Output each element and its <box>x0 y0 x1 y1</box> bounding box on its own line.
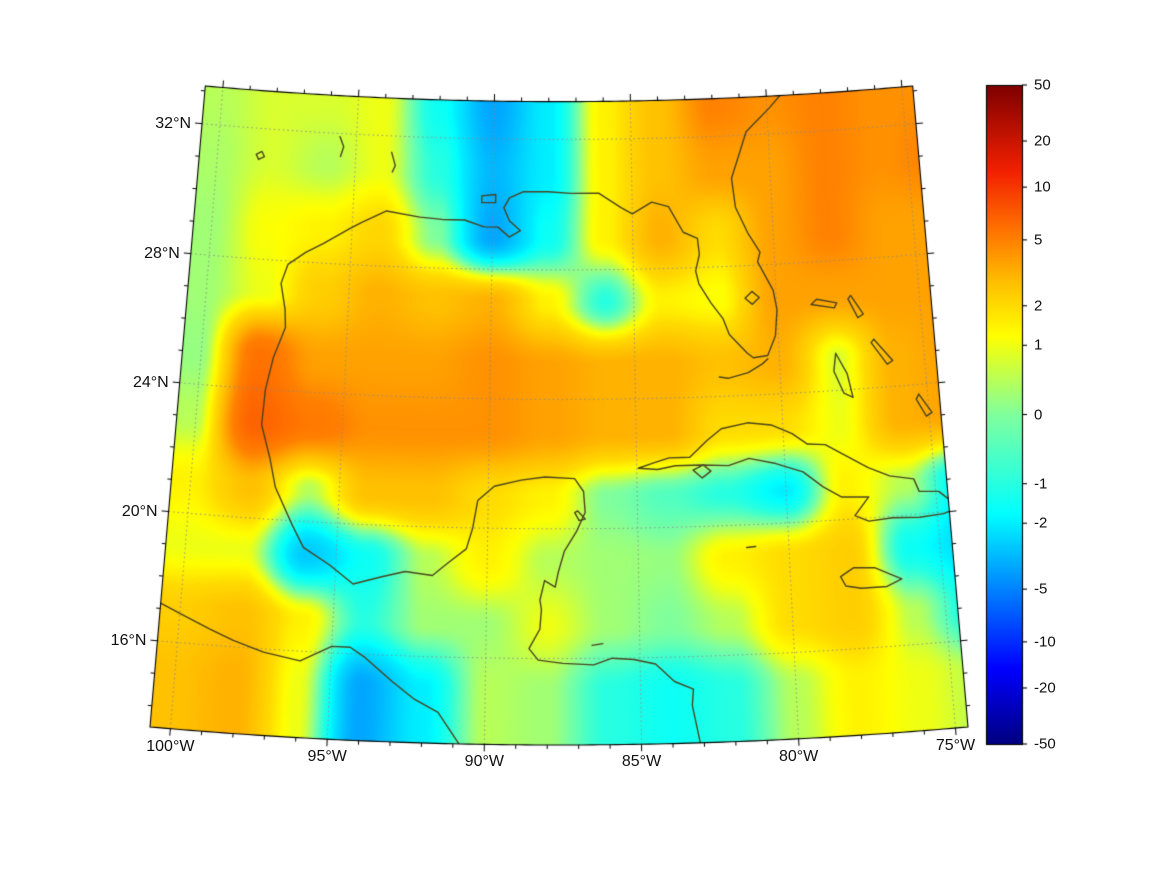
gulf-of-mexico-heatmap-canvas <box>0 0 1167 875</box>
map-figure: 32°N 28°N 24°N 20°N 16°N 100°W 95°W 90°W 85°W 80°… <box>0 0 1167 875</box>
